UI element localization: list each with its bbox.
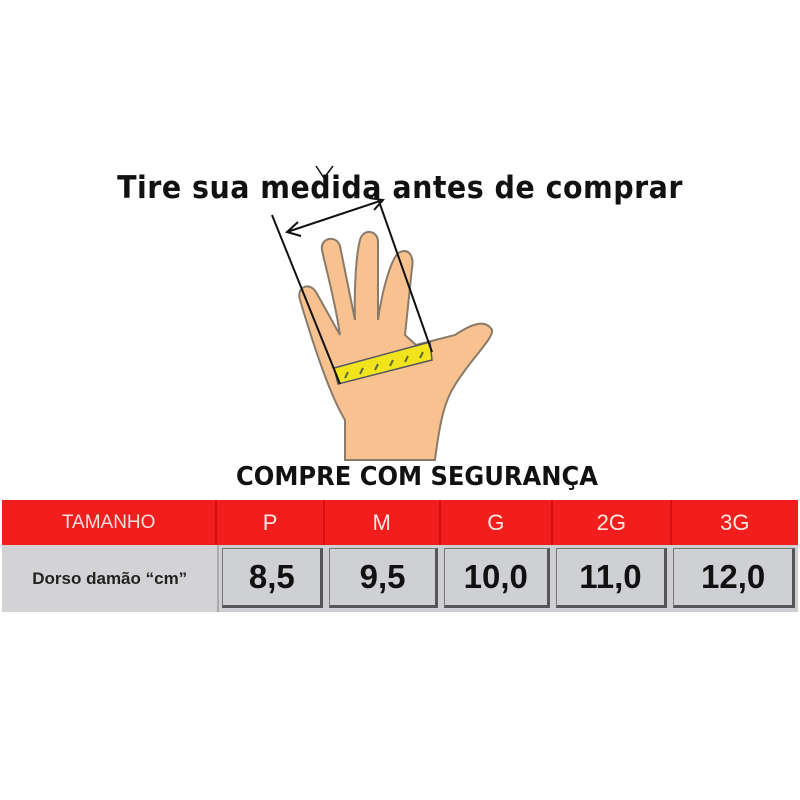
- measuring-tape-icon: [333, 341, 433, 385]
- cell-m: 9,5: [326, 545, 441, 612]
- header-g: G: [441, 500, 554, 545]
- cell-p: 8,5: [219, 545, 326, 612]
- header-3g: 3G: [720, 509, 750, 535]
- hand-icon: [298, 231, 494, 461]
- value-p: 8,5: [222, 548, 324, 608]
- value-3g: 12,0: [673, 548, 795, 608]
- row-label-line1: Dorso da: [32, 569, 106, 588]
- header-p: P: [217, 500, 325, 545]
- row-label: Dorso da mão “cm”: [2, 545, 220, 612]
- header-2g: 2G: [553, 500, 672, 545]
- subtitle: COMPRE COM SEGURANÇA: [236, 462, 598, 492]
- header-size: TAMANHO: [2, 500, 218, 545]
- row-label-line2: mão “cm”: [105, 569, 188, 588]
- page-title: Tire sua medida antes de comprar: [117, 170, 683, 206]
- table-header-row: TAMANHO P M G 2G 3G: [2, 500, 798, 545]
- cell-2g: 11,0: [553, 545, 671, 612]
- value-g: 10,0: [443, 548, 550, 608]
- cell-3g: 12,0: [670, 545, 798, 612]
- value-2g: 11,0: [555, 548, 668, 608]
- cell-g: 10,0: [441, 545, 553, 612]
- value-m: 9,5: [329, 548, 438, 608]
- size-table: TAMANHO P M G 2G 3G Dorso da mão “cm” 8,…: [2, 500, 798, 612]
- table-row: Dorso da mão “cm” 8,5 9,5 10,0 11,0 12,0: [2, 545, 798, 612]
- header-m: M: [325, 500, 441, 545]
- measurement-lines: [271, 165, 433, 385]
